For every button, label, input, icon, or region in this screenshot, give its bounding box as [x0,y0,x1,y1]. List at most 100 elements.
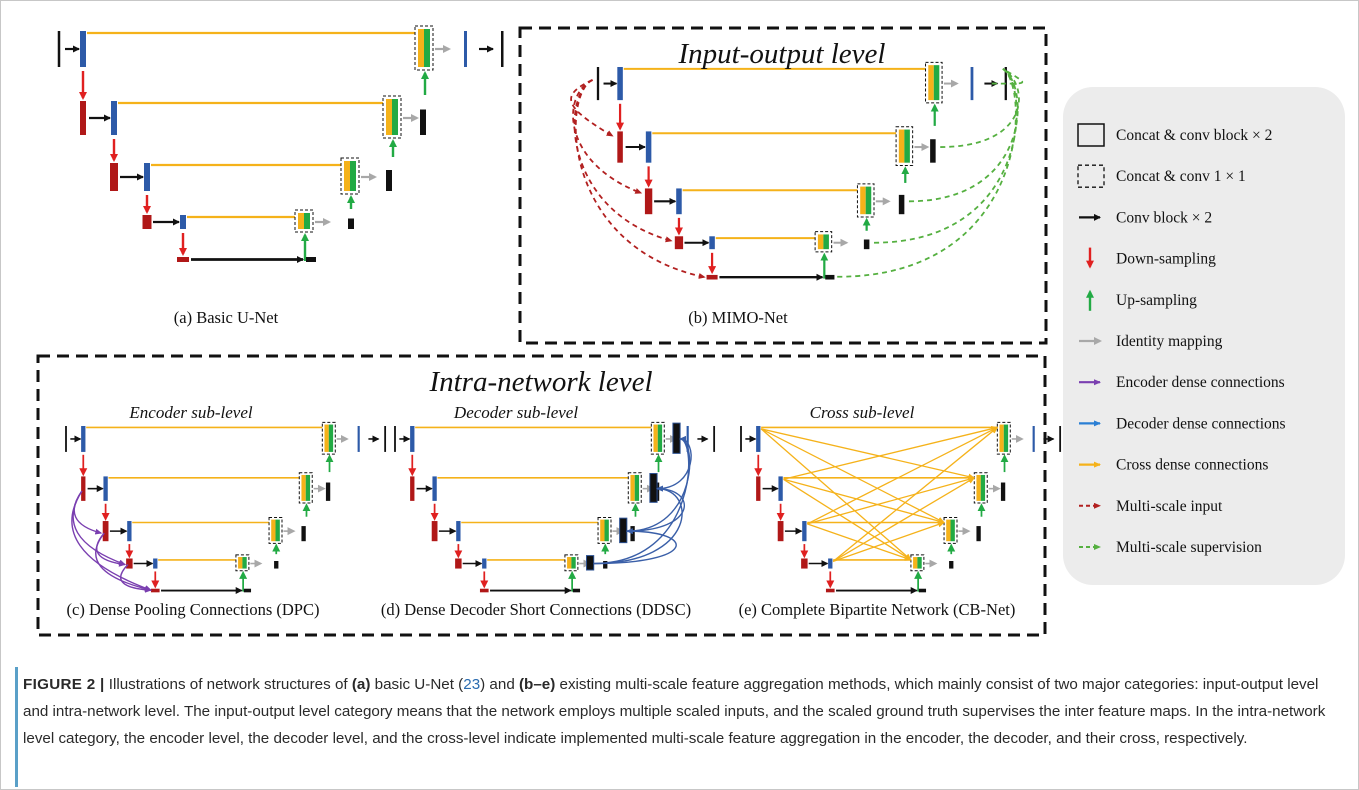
input-feature-bar [740,426,742,452]
decoder-dense-connection [593,436,690,565]
panel-d-sublevel: Decoder sub-level [453,403,578,422]
legend-dashed-box-icon [1077,164,1105,188]
caption-text-3: ) and [480,676,519,693]
output-feature-bar [630,526,635,542]
encoder-feature-bar [144,163,150,191]
output-feature-bar [301,526,306,542]
legend-label: Encoder dense connections [1116,374,1285,391]
caption-text-1: Illustrations of network structures of [104,676,352,693]
bottleneck-output-bar [918,588,927,593]
input-feature-bar [756,476,761,501]
output-feature-bar [348,218,354,229]
concat-dashed-box [627,472,642,504]
cross-dense-connection [761,428,976,480]
caption-text-4: existing multi-scale feature aggregation… [23,676,1326,747]
output-feature-bar [386,170,392,191]
decoder-yellow-bar [418,29,424,67]
cross-dense-connection [807,476,976,525]
input-feature-bar [81,476,86,501]
encoder-feature-bar [676,188,682,215]
decoder-dense-connection [626,485,685,532]
legend-item: Multi-scale supervision [1079,539,1262,556]
legend-label: Cross dense connections [1116,457,1268,474]
output-feature-bar [863,239,870,250]
bottleneck-output-bar [243,588,252,593]
output-feature-bar [949,561,954,569]
legend-label: Concat & conv block × 2 [1116,127,1272,144]
multi-scale-supervision-path [908,68,1019,203]
concat-dashed-box [298,472,313,504]
input-feature-bar [394,426,396,452]
multi-scale-supervision-path [991,68,1024,85]
decoder-green-bar [392,99,398,135]
cross-dense-connection [783,425,999,480]
multi-scale-input-path [573,79,673,243]
decoder-yellow-bar [946,519,951,542]
decoder-dense-connection [593,485,683,565]
encoder-dense-connection [71,490,152,591]
cross-dense-connection [760,428,912,561]
output-feature-bar [686,426,689,452]
input-feature-bar [596,67,600,101]
decoder-green-bar [424,29,430,67]
decoder-green-bar [242,557,247,569]
encoder-dense-connection [72,490,126,566]
legend-item: Decoder dense connections [1079,415,1286,432]
decoder-yellow-bar [860,186,866,215]
output-feature-bar [464,31,467,67]
input-feature-bar [674,236,684,250]
output-feature-bar [420,109,426,135]
legend-solid-box-icon [1077,123,1105,147]
cross-dense-connection [760,428,945,524]
decoder-yellow-bar [898,129,905,163]
unet-c [65,421,387,595]
decoder-yellow-bar [324,424,329,452]
decoder-yellow-bar [271,519,276,542]
panel-intra-frame [36,354,1047,637]
decoder-output-block [619,517,628,544]
decoder-green-bar [657,424,663,452]
concat-dashed-box [996,421,1011,455]
figure-caption: FIGURE 2 | Illustrations of network stru… [23,671,1343,752]
decoder-green-bar [305,474,311,501]
legend-label: Conv block × 2 [1116,209,1212,226]
output-feature-bar [1000,482,1006,501]
output-feature-bar [274,561,279,569]
bottleneck-input-bar [177,257,189,262]
cross-dense-connection [832,477,976,562]
decoder-green-bar [571,557,576,569]
legend-panel [1063,87,1345,585]
panel-b-title: Input-output level [678,38,886,70]
output-feature-bar [898,194,905,215]
decoder-green-bar [933,65,940,101]
decoder-yellow-bar [999,424,1004,452]
output-feature-bar [970,67,974,101]
legend-item: Conv block × 2 [1079,209,1212,226]
decoder-green-bar [634,474,640,501]
panel-c-caption: (c) Dense Pooling Connections (DPC) [67,600,320,619]
encoder-feature-bar [111,101,117,135]
concat-dashed-box [895,126,914,166]
legend-item: Cross dense connections [1079,457,1268,474]
caption-citation-link[interactable]: 23 [463,676,481,693]
concat-dashed-box [925,61,943,104]
decoder-dense-connection [593,528,677,565]
multi-scale-input-path [570,79,614,137]
encoder-feature-bar [802,521,807,542]
decoder-green-bar [604,519,609,542]
concat-dashed-box [235,554,250,572]
bottleneck-input-bar [479,588,489,593]
legend-label: Up-sampling [1116,292,1197,309]
multi-scale-input-path [574,79,706,279]
caption-text-2: basic U-Net ( [370,676,464,693]
encoder-feature-bar [410,426,415,452]
encoder-feature-bar [617,67,623,101]
concat-dashed-box [268,516,283,544]
encoder-feature-bar [81,426,86,452]
panel-a-caption: (a) Basic U-Net [174,308,279,327]
legend-label: Multi-scale input [1116,498,1223,515]
caption-bold-a: (a) [351,676,371,693]
concat-dashed-box [564,554,579,572]
cross-dense-connection [783,478,946,524]
